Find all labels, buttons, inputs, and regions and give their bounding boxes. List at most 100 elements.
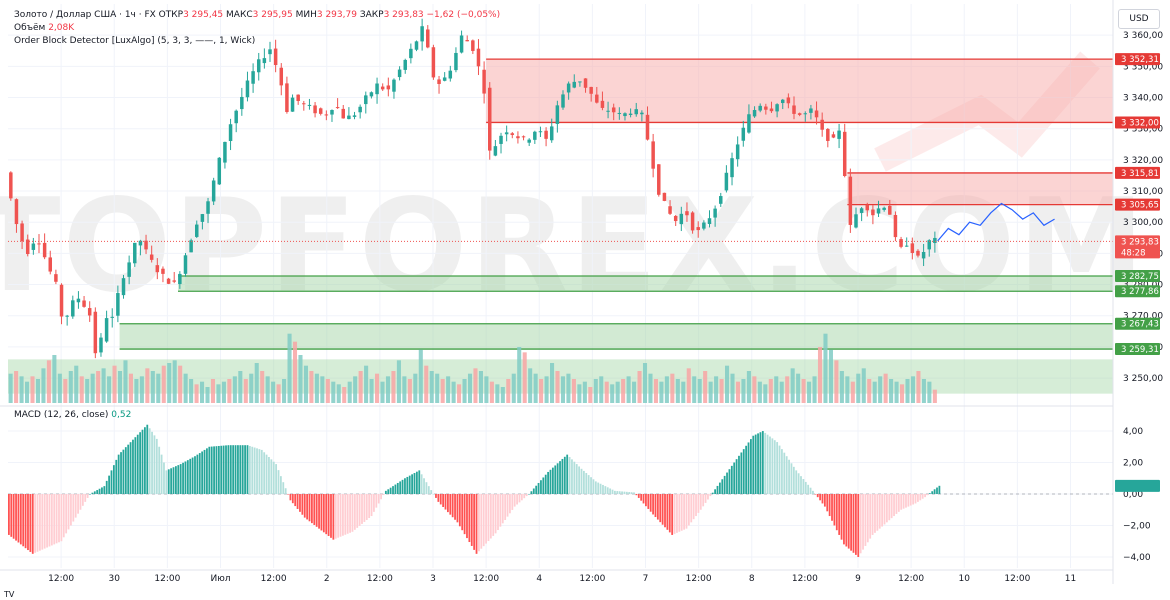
macd-value: 0,52: [111, 410, 132, 420]
macd-tick-label: −4,00: [1123, 553, 1151, 563]
candle-body: [595, 94, 599, 103]
candle-body: [657, 164, 661, 195]
macd-bar: [194, 456, 196, 494]
high-label: МАКС: [226, 10, 253, 20]
macd-bar: [847, 494, 850, 549]
macd-bar: [91, 492, 94, 494]
macd-bar: [900, 494, 903, 510]
candle-body: [268, 49, 272, 55]
volume-bar: [577, 384, 582, 403]
macd-bar: [213, 446, 215, 494]
time-tick-label: 12:00: [261, 574, 287, 584]
macd-bar: [432, 494, 435, 495]
volume-bar: [309, 371, 314, 403]
currency-button[interactable]: USD: [1118, 9, 1160, 29]
macd-bar: [74, 494, 77, 518]
macd-bar: [711, 492, 714, 494]
macd-bar: [313, 494, 316, 525]
candle-body: [195, 224, 199, 237]
volume-bar: [703, 371, 708, 403]
macd-bar: [506, 494, 509, 517]
macd-bar: [461, 494, 464, 531]
volume-bar: [856, 373, 861, 403]
macd-bar: [905, 494, 907, 508]
candle-body: [673, 215, 678, 222]
volume-bar: [424, 365, 429, 403]
macd-bar: [668, 494, 671, 533]
macd-bar: [933, 489, 936, 494]
legend-indicator[interactable]: Order Block Detector [LuxAlgo] (5, 3, 3,…: [14, 35, 255, 47]
macd-bar: [110, 470, 113, 494]
macd-bar: [864, 494, 867, 546]
macd-bar: [120, 452, 122, 494]
candle-body: [888, 205, 892, 215]
volume-bar: [107, 376, 112, 403]
macd-bar: [678, 494, 681, 532]
volume-bar: [167, 363, 172, 403]
volume-bar: [52, 355, 57, 403]
candle-body: [589, 86, 593, 94]
volume-bar: [845, 376, 850, 403]
macd-bar: [77, 494, 79, 514]
candle-body: [448, 70, 453, 79]
time-axis[interactable]: 12:00 30 12:00 Июл 12:00 2 12:00 3 12:00 4 12:00 7 1…: [0, 569, 1113, 584]
candle-body: [797, 113, 802, 115]
volume-bar: [839, 371, 844, 403]
macd-bar: [513, 494, 516, 507]
macd-legend[interactable]: MACD (12, 26, close) 0,52: [14, 410, 131, 420]
candle-body: [516, 136, 520, 139]
macd-bar: [370, 494, 373, 517]
legend-volume[interactable]: Объём 2,08K: [14, 22, 74, 34]
time-tick-label: 2: [324, 574, 330, 584]
candle-body: [803, 113, 808, 115]
time-tick-label: 4: [536, 574, 542, 584]
macd-bar: [692, 494, 695, 520]
macd-bar: [621, 491, 623, 494]
price-axis[interactable]: 3 250,003 260,003 270,003 280,003 290,00…: [1112, 0, 1163, 584]
macd-bar: [217, 445, 220, 494]
macd-bar: [535, 485, 538, 494]
price-tick-label: 3 310,00: [1123, 187, 1163, 197]
price-tag-bearish: [1115, 116, 1160, 129]
candle-body: [133, 242, 137, 264]
candle-body: [256, 59, 261, 73]
macd-bar: [105, 480, 108, 494]
macd-bar: [666, 494, 669, 530]
volume-bar: [790, 368, 795, 403]
time-tick-label: 11: [1065, 574, 1076, 584]
volume-bar: [867, 379, 872, 403]
volume-bar: [260, 371, 265, 403]
candle-body: [685, 211, 689, 216]
macd-bar: [442, 494, 445, 507]
volume-bar: [478, 371, 483, 403]
price-tag-bullish-label: 3 282,75: [1121, 272, 1159, 282]
price-tag-bullish-label: 3 277,86: [1121, 287, 1159, 297]
candle-body: [859, 208, 864, 213]
volume-bar: [150, 371, 155, 403]
macd-bar: [563, 456, 566, 494]
macd-bar: [165, 470, 168, 494]
symbol-name[interactable]: Золото / Доллар США · 1ч · FX: [14, 10, 156, 20]
macd-bar: [921, 494, 924, 499]
candle-body: [837, 130, 841, 139]
volume-bar: [872, 381, 877, 403]
volume-bar: [369, 379, 374, 403]
macd-bar: [628, 492, 631, 494]
macd-bar: [308, 494, 311, 522]
macd-tick-label: −2,00: [1123, 521, 1151, 531]
volume-bar: [582, 381, 587, 403]
macd-bar: [136, 434, 139, 494]
candle-body: [854, 214, 858, 228]
macd-bar: [878, 494, 881, 529]
macd-bar: [676, 494, 678, 533]
macd-bar: [291, 494, 294, 504]
macd-bar: [807, 484, 810, 494]
macd-bar: [716, 485, 719, 494]
macd-bar: [559, 461, 561, 494]
macd-bar: [876, 494, 879, 531]
macd-bar: [809, 487, 812, 494]
candle-body: [426, 29, 430, 48]
time-tick-label: 30: [109, 574, 121, 584]
volume-bar: [314, 373, 319, 403]
